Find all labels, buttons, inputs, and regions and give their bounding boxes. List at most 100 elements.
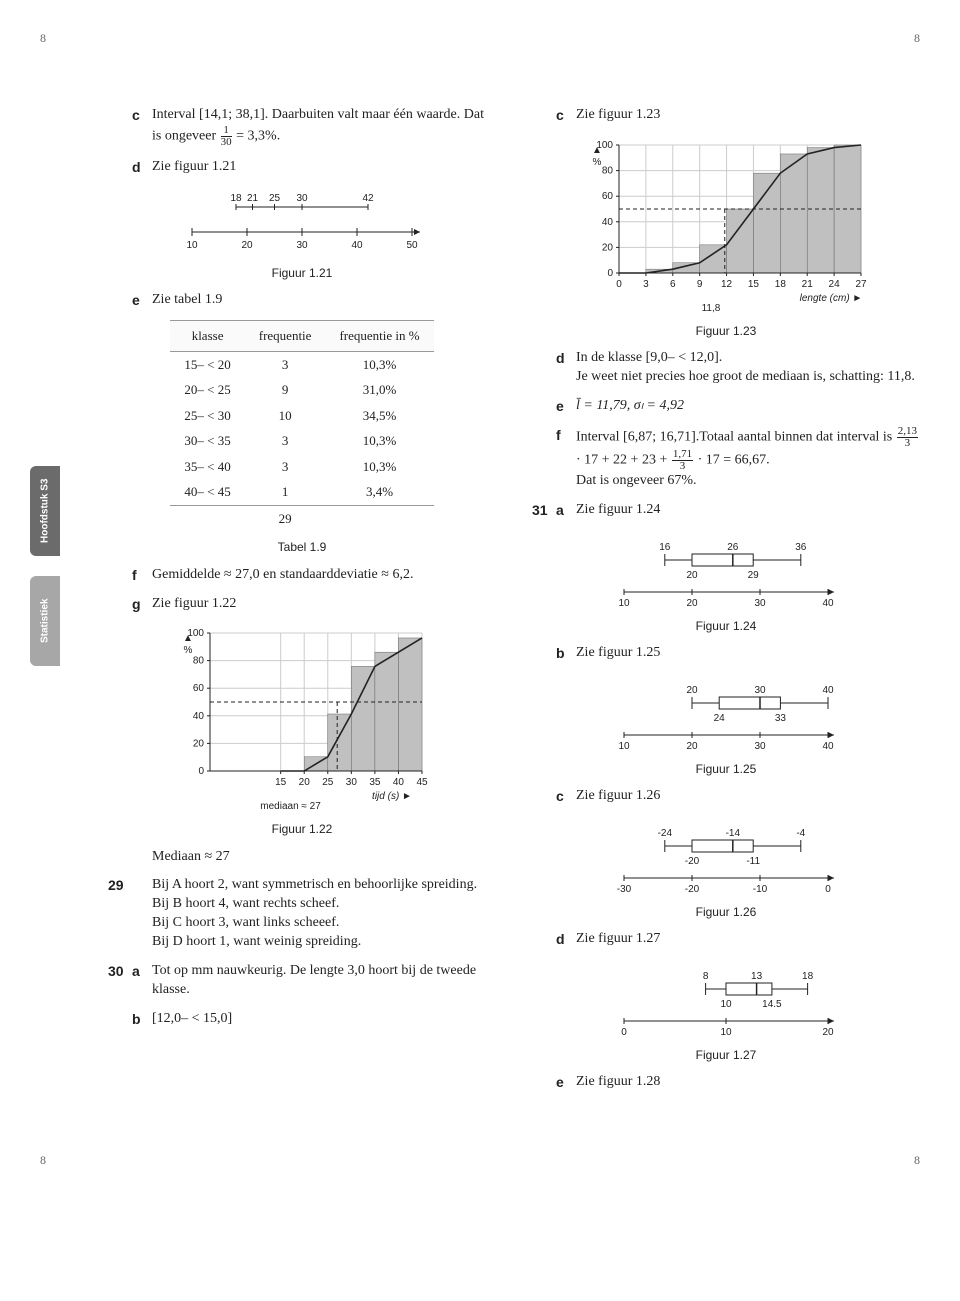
svg-text:29: 29 (748, 570, 760, 581)
svg-text:18: 18 (802, 971, 814, 982)
svg-text:lengte (cm) ►: lengte (cm) ► (800, 293, 863, 304)
fig123-caption: Figuur 1.23 (532, 323, 920, 339)
r-e-text: l̄ = 11,79, σₗ = 4,92 (576, 397, 920, 416)
svg-text:20: 20 (299, 777, 311, 788)
svg-text:21: 21 (247, 193, 259, 204)
r-b-text: Zie figuur 1.25 (576, 644, 920, 663)
figure-1-27: 813181014.501020 (606, 959, 846, 1039)
svg-text:40: 40 (822, 685, 834, 696)
figure-1-25: 203040243310203040 (606, 673, 846, 753)
svg-text:20: 20 (686, 741, 698, 752)
r-f-text: Interval [6,87; 16,71].Totaal aantal bin… (576, 426, 920, 491)
svg-text:26: 26 (727, 542, 739, 553)
r-d-text: In de klasse [9,0– < 12,0].Je weet niet … (576, 349, 920, 387)
svg-text:20: 20 (241, 240, 253, 251)
left-column: c Interval [14,1; 38,1]. Daarbuiten valt… (108, 106, 496, 1102)
svg-text:0: 0 (621, 1027, 627, 1038)
svg-text:40: 40 (822, 598, 834, 609)
fig127-caption: Figuur 1.27 (532, 1047, 920, 1063)
svg-text:25: 25 (269, 193, 281, 204)
svg-text:20: 20 (193, 739, 205, 750)
svg-text:8: 8 (703, 971, 709, 982)
mediaan-text: Mediaan ≈ 27 (152, 848, 496, 867)
svg-text:18: 18 (230, 193, 242, 204)
q29-marker: 29 (108, 876, 132, 895)
svg-text:25: 25 (322, 777, 334, 788)
figure-1-24: 162636202910203040 (606, 530, 846, 610)
svg-text:10: 10 (720, 1027, 732, 1038)
item-g-text: Zie figuur 1.22 (152, 595, 496, 614)
svg-text:20: 20 (602, 242, 614, 253)
q31-marker: 31 (532, 501, 556, 520)
svg-text:30: 30 (296, 240, 308, 251)
tab-section: Statistiek (30, 576, 60, 666)
r-c2-text: Zie figuur 1.26 (576, 787, 920, 806)
svg-text:20: 20 (822, 1027, 834, 1038)
svg-text:24: 24 (829, 279, 841, 290)
svg-text:20: 20 (686, 598, 698, 609)
svg-text:10: 10 (618, 741, 630, 752)
r-c-text: Zie figuur 1.23 (576, 106, 920, 125)
item-e-text: Zie tabel 1.9 (152, 291, 496, 310)
svg-text:15: 15 (748, 279, 760, 290)
svg-text:15: 15 (275, 777, 287, 788)
svg-text:▲: ▲ (592, 145, 602, 156)
svg-text:-10: -10 (753, 884, 768, 895)
svg-text:0: 0 (825, 884, 831, 895)
table-1-9: klassefrequentiefrequentie in %15– < 203… (170, 320, 433, 531)
fig122-caption: Figuur 1.22 (108, 821, 496, 837)
svg-text:-20: -20 (685, 856, 700, 867)
svg-text:-24: -24 (658, 828, 673, 839)
svg-text:14.5: 14.5 (762, 999, 782, 1010)
q31a-text: Zie figuur 1.24 (576, 501, 920, 520)
svg-text:40: 40 (393, 777, 405, 788)
svg-text:-14: -14 (726, 828, 741, 839)
fig126-caption: Figuur 1.26 (532, 904, 920, 920)
item-d-text: Zie figuur 1.21 (152, 158, 496, 177)
page-num-bl: 8 (40, 1152, 46, 1168)
svg-text:10: 10 (186, 240, 198, 251)
svg-text:80: 80 (193, 656, 205, 667)
side-tabs: Hoofdstuk S3 Statistiek (40, 106, 72, 1102)
item-c-text: Interval [14,1; 38,1]. Daarbuiten valt m… (152, 106, 496, 148)
svg-text:21: 21 (802, 279, 814, 290)
q29-body: Bij A hoort 2, want symmetrisch en behoo… (152, 876, 496, 952)
svg-text:9: 9 (697, 279, 703, 290)
svg-text:30: 30 (346, 777, 358, 788)
q30-marker: 30 (108, 962, 132, 981)
svg-text:mediaan ≈ 27: mediaan ≈ 27 (260, 801, 321, 812)
svg-text:27: 27 (855, 279, 867, 290)
tab-chapter: Hoofdstuk S3 (30, 466, 60, 556)
fig121-caption: Figuur 1.21 (108, 265, 496, 281)
svg-text:▲: ▲ (183, 633, 193, 644)
svg-text:30: 30 (754, 741, 766, 752)
svg-text:30: 30 (754, 598, 766, 609)
svg-text:10: 10 (720, 999, 732, 1010)
svg-text:40: 40 (351, 240, 363, 251)
svg-text:%: % (593, 157, 602, 168)
item-f-text: Gemiddelde ≈ 27,0 en standaarddeviatie ≈… (152, 566, 496, 585)
svg-text:-20: -20 (685, 884, 700, 895)
svg-text:35: 35 (369, 777, 381, 788)
r-e2-text: Zie figuur 1.28 (576, 1073, 920, 1092)
svg-text:-30: -30 (617, 884, 632, 895)
svg-text:50: 50 (406, 240, 418, 251)
page-num-left: 8 (40, 30, 46, 46)
svg-text:33: 33 (775, 713, 787, 724)
svg-text:30: 30 (754, 685, 766, 696)
svg-text:40: 40 (602, 217, 614, 228)
svg-text:3: 3 (643, 279, 649, 290)
table19-caption: Tabel 1.9 (108, 539, 496, 555)
r-d2-text: Zie figuur 1.27 (576, 930, 920, 949)
q30b-text: [12,0– < 15,0] (152, 1010, 496, 1029)
page-footer: 8 8 (40, 1152, 920, 1168)
svg-text:40: 40 (193, 711, 205, 722)
q30a-text: Tot op mm nauwkeurig. De lengte 3,0 hoor… (152, 962, 496, 1000)
svg-text:16: 16 (659, 542, 671, 553)
svg-text:0: 0 (607, 268, 613, 279)
figure-1-21: 18212530421020304050 (172, 187, 432, 257)
figure-1-22: 020406080100▲%15202530354045tijd (s) ►me… (172, 623, 432, 813)
svg-text:20: 20 (686, 570, 698, 581)
svg-text:24: 24 (714, 713, 726, 724)
svg-text:36: 36 (795, 542, 807, 553)
